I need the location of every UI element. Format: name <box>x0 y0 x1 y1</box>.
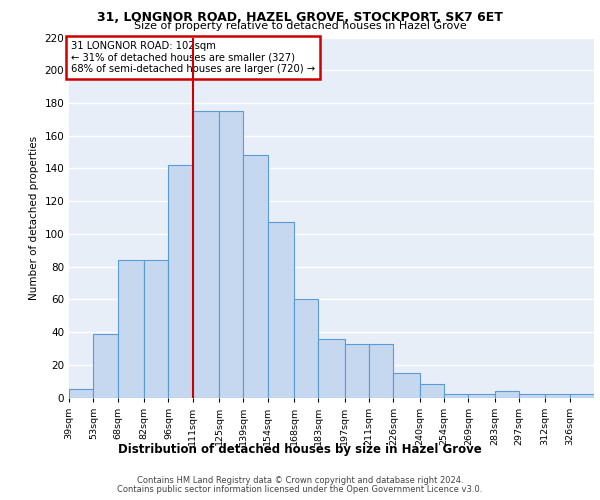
Bar <box>118 260 144 398</box>
Bar <box>69 390 94 398</box>
Bar <box>419 384 444 398</box>
Bar <box>344 344 369 398</box>
Text: 31 LONGNOR ROAD: 102sqm
← 31% of detached houses are smaller (327)
68% of semi-d: 31 LONGNOR ROAD: 102sqm ← 31% of detache… <box>71 41 315 74</box>
Bar <box>469 394 494 398</box>
Bar <box>268 222 294 398</box>
Bar <box>569 394 594 398</box>
Text: 31, LONGNOR ROAD, HAZEL GROVE, STOCKPORT, SK7 6ET: 31, LONGNOR ROAD, HAZEL GROVE, STOCKPORT… <box>97 11 503 24</box>
Bar <box>319 338 344 398</box>
Text: Contains HM Land Registry data © Crown copyright and database right 2024.: Contains HM Land Registry data © Crown c… <box>137 476 463 485</box>
Text: Distribution of detached houses by size in Hazel Grove: Distribution of detached houses by size … <box>118 442 482 456</box>
Text: Size of property relative to detached houses in Hazel Grove: Size of property relative to detached ho… <box>134 21 466 31</box>
Y-axis label: Number of detached properties: Number of detached properties <box>29 136 39 300</box>
Bar <box>193 111 219 398</box>
Bar <box>444 394 469 398</box>
Bar <box>369 344 394 398</box>
Bar <box>519 394 545 398</box>
Bar <box>545 394 569 398</box>
Bar <box>494 391 519 398</box>
Text: Contains public sector information licensed under the Open Government Licence v3: Contains public sector information licen… <box>118 485 482 494</box>
Bar <box>144 260 169 398</box>
Bar <box>219 111 244 398</box>
Bar <box>394 373 419 398</box>
Bar <box>169 165 193 398</box>
Bar <box>244 156 268 398</box>
Bar <box>294 300 319 398</box>
Bar <box>94 334 118 398</box>
